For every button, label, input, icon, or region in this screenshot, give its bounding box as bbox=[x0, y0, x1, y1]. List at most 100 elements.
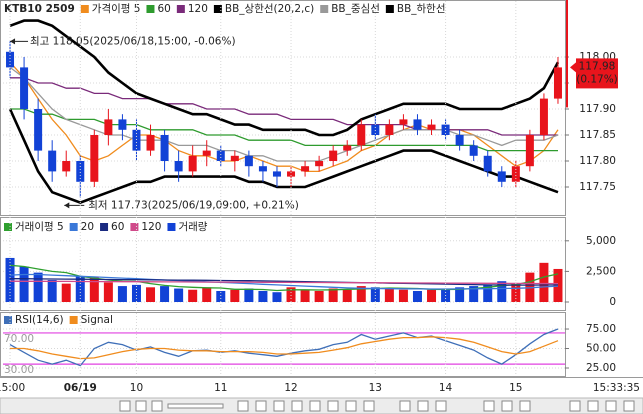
x-tick-label: 10 bbox=[130, 382, 143, 394]
x-tick-label: 15 bbox=[509, 382, 522, 394]
candle-body bbox=[230, 155, 239, 161]
candle-body bbox=[371, 124, 380, 135]
candle-body bbox=[6, 51, 15, 68]
candle-body bbox=[525, 135, 534, 167]
tool-button[interactable] bbox=[605, 400, 617, 412]
tool-button[interactable] bbox=[569, 400, 581, 412]
tool-button[interactable] bbox=[623, 400, 635, 412]
price-panel bbox=[0, 0, 566, 216]
last-value-pointer bbox=[570, 62, 576, 73]
tool-button[interactable] bbox=[519, 400, 531, 412]
last-value: 117.98 bbox=[579, 60, 616, 72]
y-tick-label: 117.90 bbox=[579, 103, 616, 115]
volume-bar bbox=[188, 289, 198, 302]
tool-button[interactable] bbox=[237, 400, 249, 412]
series-line bbox=[9, 61, 559, 173]
legend-label: 120 bbox=[141, 221, 161, 233]
candle-body bbox=[287, 171, 296, 177]
candle-body bbox=[216, 150, 225, 161]
y-tick-label: 117.85 bbox=[579, 129, 616, 141]
volume-bar bbox=[370, 287, 380, 302]
series-line bbox=[9, 273, 559, 290]
volume-bar bbox=[539, 262, 549, 302]
volume-bar bbox=[19, 266, 29, 302]
volume-bar bbox=[286, 287, 296, 302]
candle-body bbox=[20, 67, 29, 109]
tool-button[interactable] bbox=[327, 400, 339, 412]
legend-label: 20 bbox=[81, 221, 94, 233]
legend-swatch bbox=[176, 5, 185, 13]
y-tick-label: 50.00 bbox=[586, 343, 616, 355]
annotation-arrowhead bbox=[10, 38, 16, 45]
volume-bar bbox=[384, 288, 394, 302]
x-tick-label: 12 bbox=[284, 382, 297, 394]
tool-button[interactable] bbox=[309, 400, 321, 412]
clock: 15:33:35 bbox=[593, 382, 640, 394]
candle-body bbox=[272, 171, 281, 177]
tool-button[interactable] bbox=[435, 400, 447, 412]
toolbar bbox=[0, 397, 643, 414]
band-label: 70.00 bbox=[4, 333, 34, 345]
x-tick-label: 15:00 bbox=[0, 382, 25, 394]
legend-label: RSI(14,6) bbox=[15, 314, 64, 326]
y-tick-label: 117.80 bbox=[579, 155, 616, 167]
tool-button[interactable] bbox=[483, 400, 495, 412]
tool-button[interactable] bbox=[291, 400, 303, 412]
legend-swatch bbox=[4, 316, 12, 324]
tool-button[interactable] bbox=[399, 400, 411, 412]
candle-body bbox=[511, 166, 520, 182]
tool-button[interactable] bbox=[345, 400, 357, 412]
volume-bar bbox=[131, 284, 141, 302]
tool-button[interactable] bbox=[151, 400, 163, 412]
legend-swatch bbox=[69, 316, 78, 324]
tool-button[interactable] bbox=[135, 400, 147, 412]
candle-body bbox=[48, 150, 57, 172]
tool-button[interactable] bbox=[587, 400, 599, 412]
volume-bar bbox=[117, 286, 127, 302]
tool-button[interactable] bbox=[501, 400, 513, 412]
tool-button[interactable] bbox=[363, 400, 375, 412]
volume-bar bbox=[5, 257, 15, 302]
y-tick-label: 0 bbox=[609, 296, 616, 308]
candle-body bbox=[174, 161, 183, 172]
candle-body bbox=[329, 150, 338, 161]
legend-label: 거래이평 5 bbox=[15, 221, 64, 233]
y-tick-label: 25.00 bbox=[586, 362, 616, 374]
volume-bar bbox=[469, 286, 479, 302]
candle-body bbox=[76, 161, 85, 182]
volume-bar bbox=[89, 277, 99, 302]
series-line bbox=[9, 19, 560, 137]
tool-button[interactable] bbox=[119, 400, 131, 412]
scroll-bar[interactable] bbox=[167, 403, 224, 409]
candle-body bbox=[385, 124, 394, 135]
legend-swatch bbox=[100, 223, 109, 231]
legend-swatch bbox=[146, 5, 155, 13]
legend-swatch bbox=[130, 223, 139, 231]
volume-bar bbox=[398, 289, 408, 302]
candle-body bbox=[34, 109, 43, 151]
legend-swatch bbox=[213, 5, 222, 13]
volume-panel bbox=[0, 217, 566, 311]
volume-bar bbox=[427, 289, 437, 302]
legend-label: 120 bbox=[188, 3, 208, 15]
volume-bar bbox=[216, 290, 226, 302]
candle-body bbox=[441, 124, 450, 135]
tool-button[interactable] bbox=[273, 400, 285, 412]
candle-body bbox=[455, 135, 464, 146]
y-tick-label: 75.00 bbox=[586, 323, 616, 335]
last-value-box bbox=[576, 58, 618, 89]
legend-label: 60 bbox=[157, 3, 170, 15]
x-tick-label: 06/19 bbox=[64, 382, 97, 394]
tool-button[interactable] bbox=[255, 400, 267, 412]
legend-label: BB_하한선 bbox=[397, 2, 446, 15]
legend-label: BB_상한선(20,2,c) bbox=[225, 3, 314, 15]
x-tick-label: 11 bbox=[214, 382, 227, 394]
candle-body bbox=[146, 135, 155, 151]
legend-swatch bbox=[69, 223, 78, 231]
legend-swatch bbox=[385, 5, 394, 13]
candle-body bbox=[427, 124, 436, 130]
tool-button[interactable] bbox=[417, 400, 429, 412]
volume-bar bbox=[160, 286, 170, 302]
series-line bbox=[10, 108, 558, 152]
series-line bbox=[10, 77, 558, 136]
